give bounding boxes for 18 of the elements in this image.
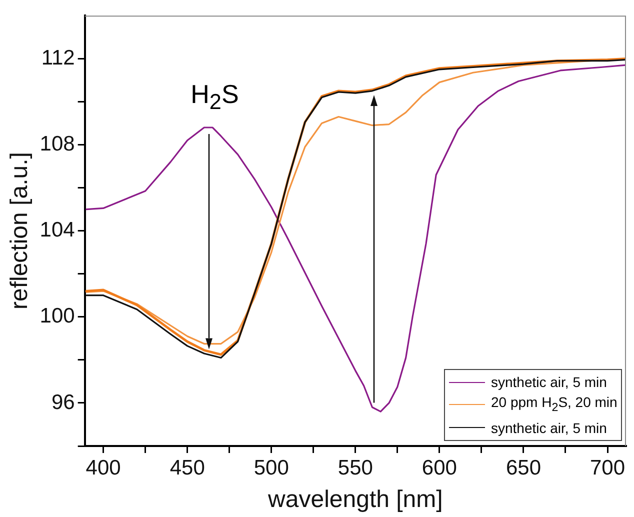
x-axis-title: wavelength [nm] [267,486,443,514]
x-tick-label: 400 [86,456,121,480]
x-tick-label: 450 [170,456,205,480]
y-tick-label: 112 [41,46,75,70]
x-tick-label: 550 [338,456,373,480]
x-tick-label: 650 [506,456,542,480]
y-tick-label: 104 [40,218,76,242]
x-tick-label: 700 [590,456,626,480]
x-tick-label: 500 [254,456,289,480]
y-tick-label: 100 [40,304,75,328]
legend-label: 20 ppm H$_{2}$S, 20 min [491,393,618,416]
y-axis-title: reflection [a.u.] [6,152,34,310]
x-tick-label: 600 [422,456,457,480]
legend-label: synthetic air, 5 min [491,418,607,438]
annotation: H$_{2}$S [190,79,239,116]
y-tick-label: 96 [51,390,75,414]
legend-label: synthetic air, 5 min [491,373,607,392]
y-tick-label: 108 [40,132,75,156]
